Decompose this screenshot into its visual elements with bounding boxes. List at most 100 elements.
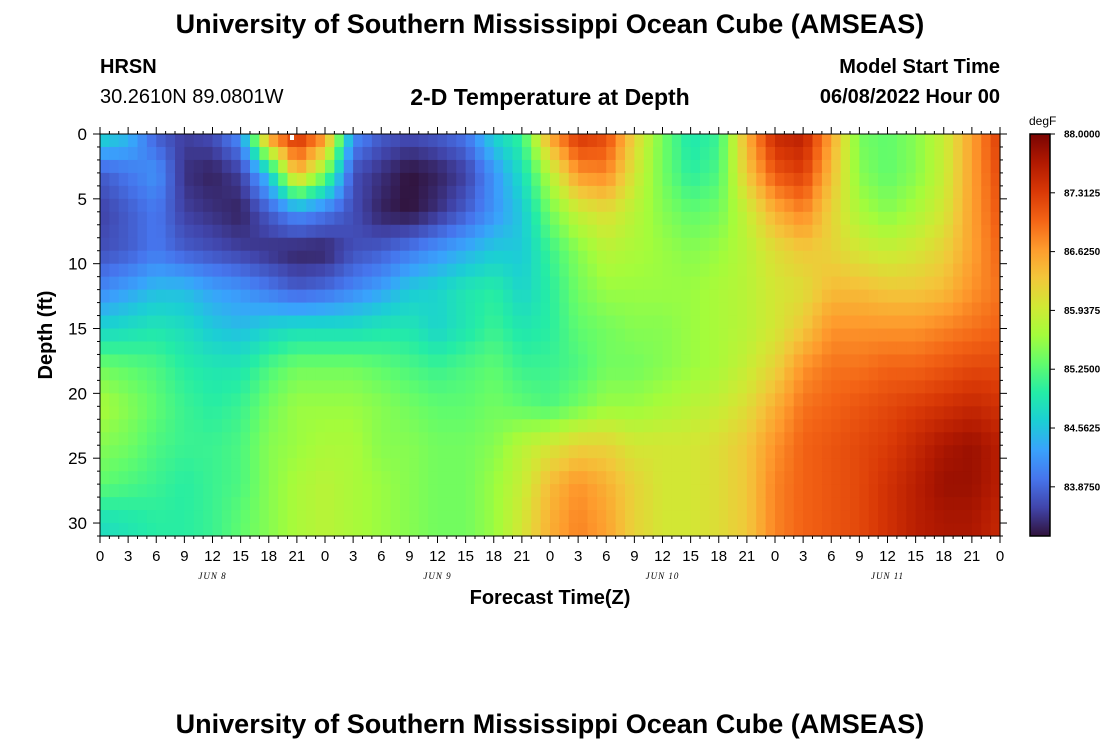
- heatmap-cell: [962, 224, 973, 239]
- heatmap-cell: [221, 276, 232, 291]
- heatmap-cell: [971, 354, 982, 369]
- heatmap-cell: [662, 510, 673, 524]
- heatmap-cell: [259, 367, 270, 381]
- heatmap-cell: [503, 134, 514, 148]
- heatmap-cell: [718, 445, 729, 459]
- heatmap-cell: [925, 484, 935, 498]
- heatmap-cell: [868, 367, 879, 381]
- heatmap-cell: [475, 432, 485, 446]
- heatmap-cell: [381, 510, 392, 524]
- heatmap-cell: [240, 198, 251, 213]
- heatmap-cell: [728, 211, 739, 226]
- heatmap-cell: [793, 185, 804, 200]
- heatmap-cell: [437, 445, 448, 459]
- station-coordinates: 30.2610N 89.0801W: [100, 86, 284, 108]
- heatmap-cell: [578, 432, 589, 446]
- heatmap-cell: [887, 432, 898, 446]
- heatmap-cell: [465, 237, 476, 252]
- heatmap-cell: [746, 159, 757, 174]
- heatmap-cell: [990, 497, 1001, 511]
- heatmap-cell: [878, 458, 889, 472]
- heatmap-cell: [128, 406, 139, 420]
- heatmap-cell: [803, 302, 814, 317]
- heatmap-cell: [390, 172, 401, 187]
- heatmap-cell: [690, 250, 701, 265]
- heatmap-cell: [793, 289, 804, 304]
- heatmap-cell: [437, 172, 448, 187]
- heatmap-cell: [906, 354, 917, 369]
- heatmap-cell: [803, 263, 814, 278]
- heatmap-cell: [212, 302, 223, 317]
- heatmap-cell: [128, 198, 139, 213]
- heatmap-cell: [850, 497, 860, 511]
- heatmap-cell: [681, 211, 692, 226]
- heatmap-cell: [146, 497, 157, 511]
- heatmap-cell: [915, 198, 926, 213]
- heatmap-cell: [615, 224, 626, 239]
- heatmap-cell: [878, 198, 889, 213]
- heatmap-cell: [868, 419, 879, 433]
- heatmap-cell: [521, 263, 532, 278]
- heatmap-cell: [287, 276, 298, 291]
- heatmap-cell: [775, 341, 785, 356]
- heatmap-cell: [934, 172, 945, 187]
- heatmap-cell: [850, 367, 860, 381]
- heatmap-cell: [718, 432, 729, 446]
- heatmap-cell: [906, 250, 917, 265]
- heatmap-cell: [615, 263, 626, 278]
- heatmap-cell: [962, 263, 973, 278]
- heatmap-cell: [634, 263, 645, 278]
- heatmap-cell: [868, 315, 879, 330]
- heatmap-cell: [943, 419, 954, 433]
- heatmap-cell: [840, 367, 851, 381]
- heatmap-cell: [540, 289, 551, 304]
- heatmap-cell: [981, 497, 992, 511]
- heatmap-cell: [934, 185, 945, 200]
- heatmap-cell: [850, 328, 860, 343]
- heatmap-cell: [700, 497, 710, 511]
- heatmap-cell: [428, 134, 439, 148]
- heatmap-cell: [962, 497, 973, 511]
- heatmap-cell: [981, 458, 992, 472]
- heatmap-cell: [268, 263, 279, 278]
- x-tick-label: 12: [654, 548, 671, 565]
- heatmap-cell: [887, 497, 898, 511]
- heatmap-cell: [409, 198, 420, 213]
- heatmap-cell: [793, 263, 804, 278]
- heatmap-cell: [259, 172, 270, 187]
- heatmap-cell: [100, 328, 110, 343]
- heatmap-cell: [259, 302, 270, 317]
- heatmap-cell: [128, 432, 139, 446]
- heatmap-cell: [681, 445, 692, 459]
- heatmap-cell: [437, 198, 448, 213]
- heatmap-cell: [306, 159, 317, 174]
- heatmap-cell: [156, 510, 167, 524]
- heatmap-cell: [306, 341, 317, 356]
- heatmap-cell: [325, 458, 335, 472]
- heatmap-cell: [709, 510, 720, 524]
- heatmap-cell: [409, 276, 420, 291]
- heatmap-cell: [671, 172, 682, 187]
- heatmap-cell: [925, 315, 935, 330]
- heatmap-cell: [193, 198, 204, 213]
- heatmap-cell: [700, 380, 710, 394]
- heatmap-cell: [700, 419, 710, 433]
- heatmap-cell: [137, 406, 148, 420]
- heatmap-cell: [456, 302, 467, 317]
- heatmap-cell: [925, 198, 935, 213]
- heatmap-cell: [428, 497, 439, 511]
- heatmap-cell: [371, 341, 382, 356]
- heatmap-cell: [165, 445, 176, 459]
- heatmap-cell: [728, 523, 739, 537]
- heatmap-cell: [859, 432, 870, 446]
- heatmap-cell: [193, 289, 204, 304]
- heatmap-cell: [287, 406, 298, 420]
- heatmap-cell: [184, 146, 195, 161]
- heatmap-cell: [118, 354, 129, 369]
- heatmap-cell: [193, 211, 204, 226]
- heatmap-cell: [737, 445, 748, 459]
- heatmap-cell: [334, 198, 345, 213]
- heatmap-cell: [934, 367, 945, 381]
- heatmap-cell: [259, 380, 270, 394]
- heatmap-cell: [353, 289, 364, 304]
